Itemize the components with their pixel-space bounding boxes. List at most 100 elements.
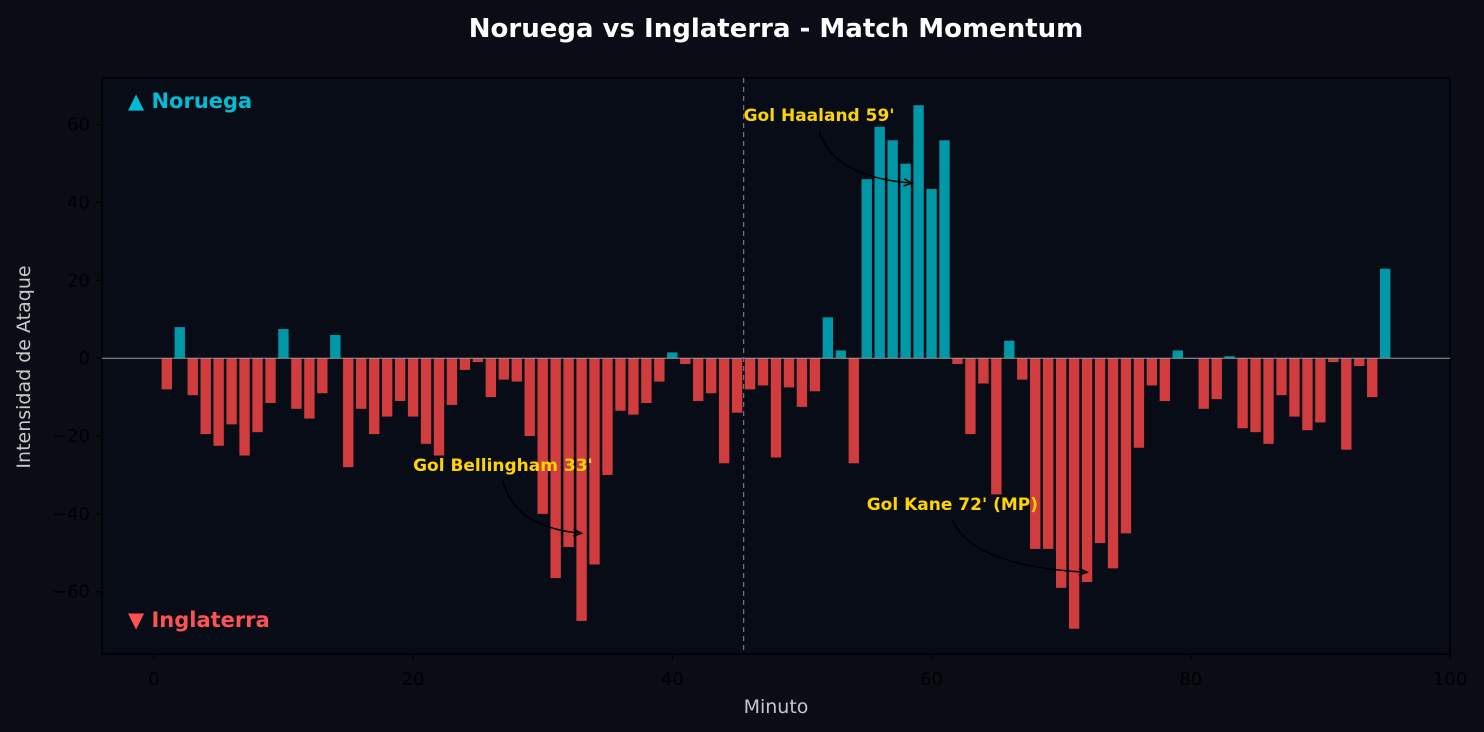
bar-minute-52 <box>822 317 834 359</box>
legend-inglaterra: ▼ Inglaterra <box>128 608 270 632</box>
bar-minute-10 <box>278 329 289 359</box>
bar-minute-39 <box>654 358 665 382</box>
bar-minute-69 <box>1043 358 1054 549</box>
chart-title: Noruega vs Inglaterra - Match Momentum <box>469 14 1084 44</box>
bar-minute-75 <box>1120 358 1132 534</box>
bar-minute-45 <box>731 358 743 413</box>
bar-minute-15 <box>343 358 354 468</box>
y-tick-label: 40 <box>67 193 90 214</box>
bar-minute-73 <box>1094 358 1106 544</box>
bar-minute-57 <box>887 140 898 359</box>
bar-minute-65 <box>991 358 1002 495</box>
annotation-arrow <box>951 519 1088 574</box>
annotation-label: Gol Bellingham 33' <box>413 456 593 476</box>
bar-minute-61 <box>939 140 950 359</box>
bar-minute-54 <box>848 358 859 464</box>
bar-minute-22 <box>433 358 445 456</box>
annotation-arrowhead <box>572 528 584 537</box>
bar-minute-32 <box>563 358 574 547</box>
bar-minute-44 <box>718 358 730 464</box>
bar-minute-70 <box>1055 358 1067 588</box>
bar-minute-28 <box>511 358 522 382</box>
bar-minute-67 <box>1017 358 1028 380</box>
x-tick-label: 80 <box>1179 669 1202 690</box>
y-tick-label: 0 <box>79 348 90 369</box>
bar-minute-72 <box>1081 358 1093 582</box>
bar-minute-35 <box>602 358 613 475</box>
bar-minute-59 <box>913 105 924 359</box>
bar-minute-76 <box>1133 358 1145 448</box>
y-tick-label: −60 <box>52 582 90 603</box>
bar-minute-49 <box>783 358 795 388</box>
legend-noruega: ▲ Noruega <box>128 89 252 113</box>
bar-minute-63 <box>965 358 976 435</box>
bar-minute-16 <box>356 358 367 409</box>
bar-minute-31 <box>550 358 561 579</box>
bar-minute-26 <box>485 358 497 398</box>
bar-minute-43 <box>706 358 717 394</box>
bar-minute-90 <box>1315 358 1326 423</box>
bar-minute-58 <box>900 163 911 359</box>
bar-minute-53 <box>835 350 846 359</box>
bar-minute-8 <box>252 358 263 433</box>
bar-minute-79 <box>1172 350 1183 359</box>
bar-minute-37 <box>628 358 639 415</box>
bar-minute-13 <box>317 358 328 394</box>
bar-minute-23 <box>446 358 458 405</box>
bar-minute-64 <box>978 358 989 384</box>
y-axis-label: Intensidad de Ataque <box>13 265 35 468</box>
x-tick-label: 100 <box>1433 669 1467 690</box>
annotation-arrow <box>818 130 913 184</box>
y-ticks: −60 −40 −20 0 20 40 60 <box>52 115 102 603</box>
x-tick-label: 20 <box>402 669 425 690</box>
bar-minute-6 <box>226 358 237 425</box>
x-tick-label: 0 <box>148 669 159 690</box>
bar-minute-77 <box>1146 358 1158 386</box>
bar-minute-29 <box>524 358 535 437</box>
bar-minute-18 <box>381 358 393 417</box>
bar-minute-48 <box>770 358 782 458</box>
bar-minute-3 <box>187 358 198 396</box>
bar-minute-4 <box>200 358 211 435</box>
annotation-arrow <box>502 480 582 535</box>
bar-minute-78 <box>1159 358 1171 402</box>
bar-minute-95 <box>1380 268 1391 359</box>
y-tick-label: −20 <box>52 426 90 447</box>
bar-minute-87 <box>1276 358 1287 396</box>
bar-minute-38 <box>641 358 652 403</box>
y-tick-label: 20 <box>67 270 90 291</box>
bar-minute-46 <box>744 358 756 390</box>
bar-minute-11 <box>291 358 302 409</box>
bar-minute-41 <box>680 358 691 365</box>
annotation-label: Gol Kane 72' (MP) <box>867 495 1038 515</box>
bars-group <box>102 78 1450 654</box>
bar-minute-24 <box>459 358 471 370</box>
bar-minute-94 <box>1367 358 1378 398</box>
bar-minute-14 <box>330 334 341 359</box>
bar-minute-81 <box>1198 358 1209 409</box>
y-tick-label: −40 <box>52 504 90 525</box>
x-ticks: 0 20 40 60 80 100 <box>148 654 1467 690</box>
bar-minute-86 <box>1263 358 1274 444</box>
bar-minute-42 <box>693 358 704 402</box>
bar-minute-36 <box>615 358 626 411</box>
bar-minute-27 <box>498 358 509 380</box>
annotations-group: Gol Haaland 59' Gol Bellingham 33' Gol Kan… <box>413 106 1090 577</box>
bar-minute-33 <box>576 358 587 621</box>
bar-minute-92 <box>1341 358 1352 450</box>
bar-minute-91 <box>1328 358 1339 363</box>
bar-minute-21 <box>420 358 432 444</box>
annotation-arrowhead <box>1078 567 1090 577</box>
bar-minute-47 <box>757 358 769 386</box>
bar-minute-55 <box>861 179 872 359</box>
bar-minute-9 <box>265 358 276 403</box>
x-axis-label: Minuto <box>744 696 809 718</box>
bar-minute-7 <box>239 358 250 456</box>
bar-minute-51 <box>809 358 821 392</box>
bar-minute-88 <box>1289 358 1300 417</box>
bar-minute-83 <box>1224 356 1235 359</box>
bar-minute-82 <box>1211 358 1222 400</box>
bar-minute-74 <box>1107 358 1119 569</box>
bar-minute-17 <box>369 358 380 435</box>
